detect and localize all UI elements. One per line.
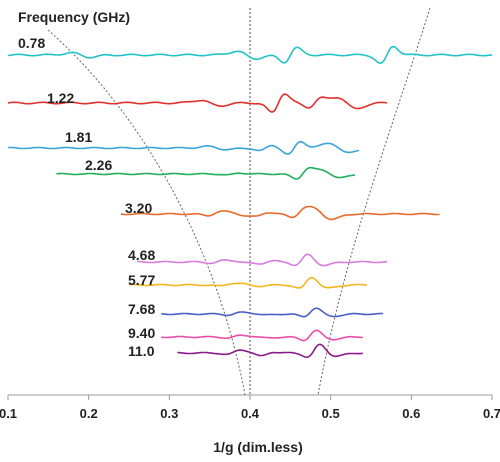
series-trace-0.78 <box>7 45 493 65</box>
series-label-3.20: 3.20 <box>125 200 152 216</box>
series-trace-1.81 <box>8 140 360 155</box>
x-tick-label: 0.6 <box>402 406 420 421</box>
series-trace-3.20 <box>120 205 440 221</box>
series-trace-7.68 <box>161 307 384 318</box>
x-tick-label: 0.5 <box>322 406 340 421</box>
x-tick-label: 0.1 <box>0 406 17 421</box>
x-tick-label: 0.3 <box>160 406 178 421</box>
x-axis-label: 1/g (dim.less) <box>213 439 302 455</box>
guide-curves <box>47 7 431 396</box>
series-trace-2.26 <box>56 166 355 180</box>
series-label-1.81: 1.81 <box>65 129 92 145</box>
series-trace-11.0 <box>177 343 364 358</box>
series-trace-4.68 <box>137 253 388 267</box>
series-trace-1.22 <box>7 93 388 113</box>
x-tick-label: 0.4 <box>241 406 260 421</box>
series-label-4.68: 4.68 <box>128 247 155 263</box>
series-label-7.68: 7.68 <box>128 301 155 317</box>
series-label-2.26: 2.26 <box>85 157 112 173</box>
series-layer <box>7 45 493 358</box>
series-label-1.22: 1.22 <box>47 90 74 106</box>
series-trace-9.40 <box>161 329 363 342</box>
x-tick-label: 0.7 <box>483 406 500 421</box>
series-labels: 0.78 1.22 1.81 2.26 3.20 4.68 5.77 7.68 9.40 11.0 <box>18 35 155 359</box>
series-label-0.78: 0.78 <box>18 35 45 51</box>
series-trace-5.77 <box>129 276 368 289</box>
right-guide-curve <box>317 7 431 396</box>
series-label-5.77: 5.77 <box>128 272 155 288</box>
chart-title: Frequency (GHz) <box>18 9 130 25</box>
left-guide-curve <box>47 29 246 396</box>
x-tick-label: 0.2 <box>80 406 98 421</box>
x-axis: 0.1 0.2 0.3 0.4 0.5 0.6 0.7 <box>0 394 500 421</box>
series-label-11.0: 11.0 <box>128 343 155 359</box>
series-label-9.40: 9.40 <box>128 325 155 341</box>
